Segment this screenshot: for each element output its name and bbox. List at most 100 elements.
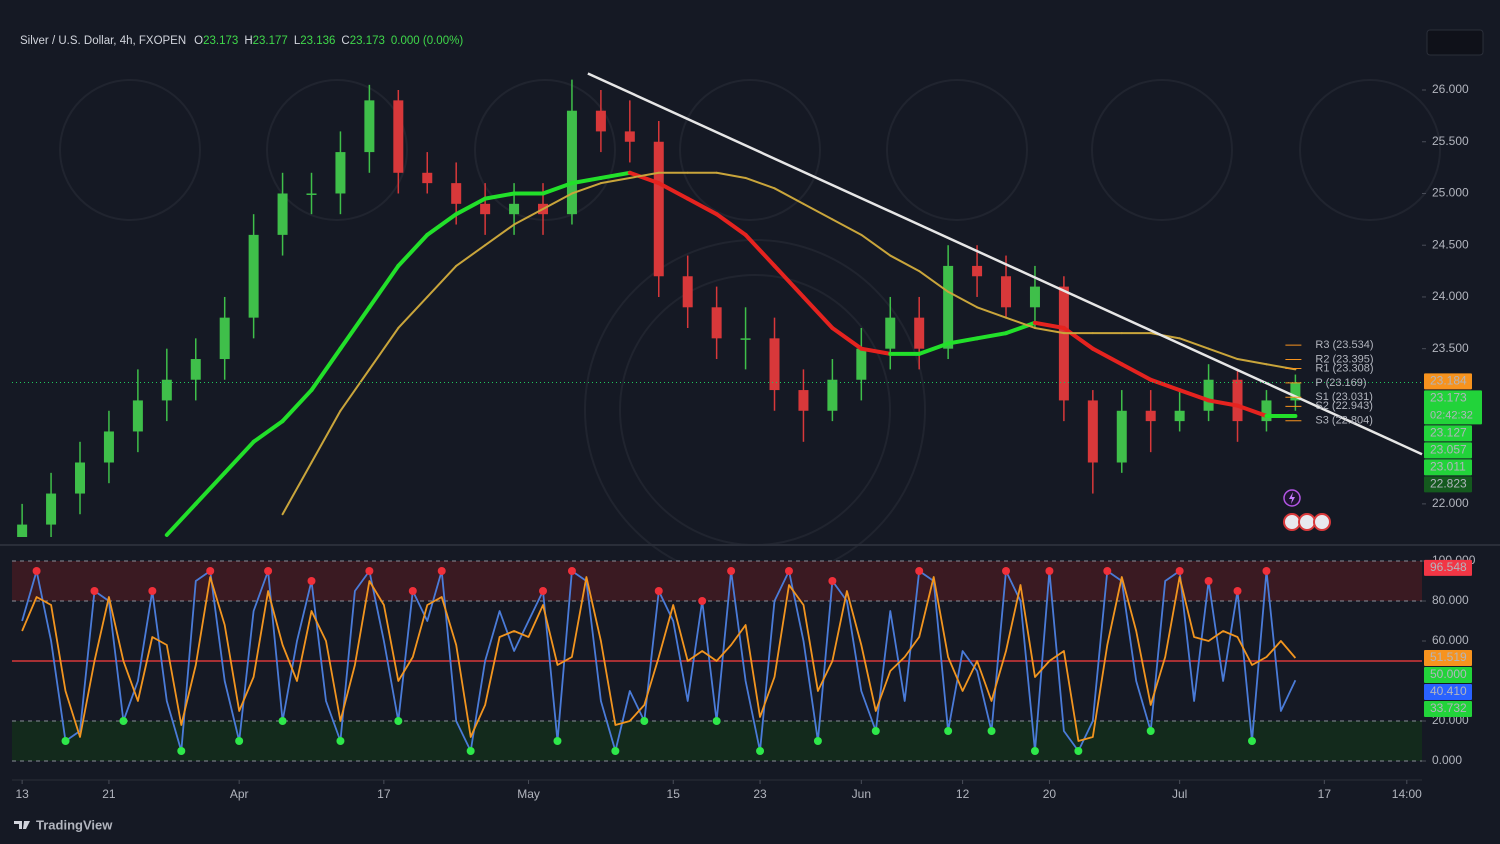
ohlc-key: C — [341, 35, 349, 47]
event-icon-bolt — [1289, 492, 1295, 504]
candle-body — [1261, 400, 1272, 422]
moving-average-segment — [656, 181, 690, 201]
moving-average-segment — [918, 270, 950, 293]
ohlc-key: L — [294, 35, 301, 47]
extreme-marker — [408, 587, 417, 595]
moving-average-segment — [455, 244, 487, 267]
price-tag — [1424, 476, 1472, 493]
pane — [12, 560, 1422, 762]
moving-average-segment — [484, 223, 516, 247]
moving-average-segment — [454, 196, 488, 217]
extreme-marker — [466, 747, 475, 755]
price-tag-label: 23.173 — [1430, 391, 1467, 405]
moving-average-segment — [599, 176, 631, 185]
change: 0.000 (0.00%) — [391, 35, 463, 47]
flag-icon[interactable] — [1283, 513, 1301, 531]
moving-average-segment — [831, 218, 863, 236]
band — [12, 561, 1422, 601]
moving-average-segment — [280, 388, 314, 424]
candle-body — [798, 390, 809, 411]
extreme-marker — [90, 587, 99, 595]
moving-average-segment — [1177, 388, 1211, 403]
candle-body — [1029, 286, 1040, 308]
x-tick-label: May — [517, 787, 540, 801]
moving-average-segment — [396, 232, 430, 268]
extreme-marker — [567, 567, 576, 575]
extreme-marker — [712, 717, 721, 725]
moving-average-segment — [860, 233, 892, 257]
price-tag — [1424, 425, 1472, 442]
moving-average-segment — [946, 336, 980, 346]
x-tick-label: 17 — [377, 787, 391, 801]
candle-body — [75, 462, 86, 494]
extreme-marker — [1262, 567, 1271, 575]
candle-body — [219, 317, 230, 360]
extreme-marker — [119, 717, 128, 725]
extreme-marker — [654, 587, 663, 595]
extreme-marker — [307, 577, 316, 585]
ohlc-value: 23.173 — [203, 35, 238, 47]
extreme-marker — [1233, 587, 1242, 595]
pane — [17, 79, 1301, 537]
moving-average-segment — [542, 192, 573, 211]
candle-body — [595, 110, 606, 132]
candle-body — [682, 276, 693, 308]
x-tick-label: 17 — [1318, 787, 1332, 801]
moving-average-segment — [627, 170, 661, 186]
candle-body — [103, 431, 114, 463]
candle-body — [740, 338, 751, 340]
brand-logo — [14, 821, 30, 829]
moving-average-segment — [830, 325, 864, 351]
y-tick-label: 26.000 — [1432, 82, 1469, 96]
toolbar-box[interactable] — [1426, 29, 1484, 56]
moving-average-segment — [1061, 325, 1095, 351]
price-tag — [1424, 683, 1472, 700]
price-tag-label: 23.184 — [1430, 374, 1467, 388]
moving-average-segment — [947, 290, 979, 309]
moving-average-segment — [397, 295, 429, 329]
x-tick-label: Jul — [1172, 787, 1187, 801]
candle-body — [972, 265, 983, 277]
flag-icon[interactable] — [1313, 513, 1331, 531]
trend-line — [587, 72, 1423, 456]
price-tag-label: 51.519 — [1430, 650, 1467, 664]
moving-average-segment — [368, 326, 400, 371]
price-tag-label: 23.057 — [1430, 443, 1467, 457]
candle-body — [132, 400, 143, 432]
extreme-marker — [177, 747, 186, 755]
moving-average-segment — [193, 470, 227, 506]
moving-average-segment — [1206, 398, 1240, 408]
moving-average-segment — [976, 306, 1008, 319]
price-tag-label: 96.548 — [1430, 560, 1467, 574]
y-tick-label: 22.000 — [1432, 496, 1469, 510]
extreme-marker — [640, 717, 649, 725]
extreme-marker — [1030, 747, 1039, 755]
extreme-marker — [756, 747, 765, 755]
moving-average-segment — [1119, 362, 1153, 382]
moving-average-segment — [310, 409, 342, 464]
moving-average-segment — [367, 263, 401, 310]
candle-body — [1145, 410, 1156, 422]
extreme-marker — [394, 717, 403, 725]
extreme-marker — [784, 567, 793, 575]
flag-icons[interactable] — [1283, 513, 1331, 531]
candle-body — [17, 524, 28, 537]
extreme-marker — [727, 567, 736, 575]
extreme-marker — [1045, 567, 1054, 575]
countdown: 02:42:32 — [1430, 409, 1473, 421]
extreme-marker — [611, 747, 620, 755]
candle-body — [364, 100, 375, 153]
price-tag — [1424, 649, 1472, 666]
ohlc-key: H — [244, 35, 252, 47]
moving-average-segment — [773, 187, 805, 205]
extreme-marker — [987, 727, 996, 735]
legend-header: Silver / U.S. Dollar, 4h, FXOPEN O23.173 H… — [20, 35, 463, 47]
candle-body — [306, 193, 317, 195]
ohlc-key: O — [194, 35, 203, 47]
ohlc-value: 23.173 — [350, 35, 385, 47]
brand: TradingView — [36, 817, 113, 832]
flag-icon[interactable] — [1298, 513, 1316, 531]
moving-average-segment — [772, 263, 806, 299]
